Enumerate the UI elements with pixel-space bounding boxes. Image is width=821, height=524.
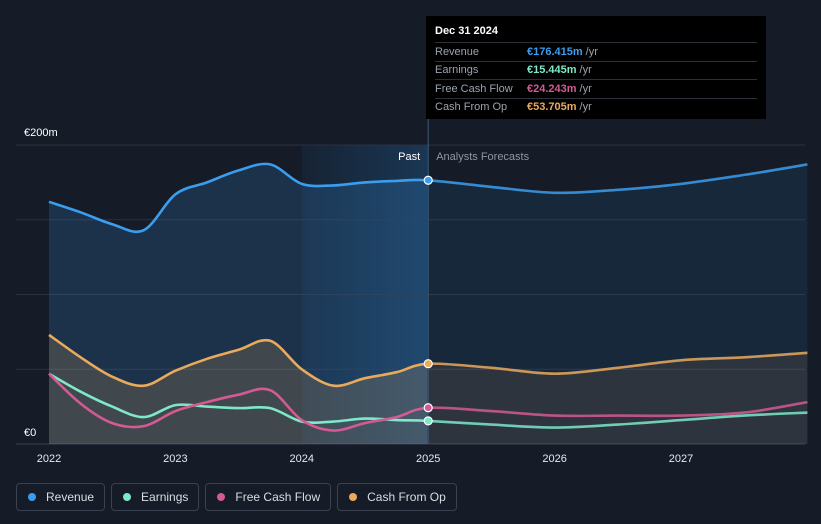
revenue-area-past [49,163,427,444]
x-tick-label: 2022 [37,453,61,465]
tooltip-unit: /yr [579,64,592,77]
tooltip-value: €15.445m [527,64,577,77]
legend-dot-icon [349,493,358,501]
legend-dot-icon [28,493,36,501]
free-cash-flow-line-forecast [427,400,808,418]
x-tick-label: 2023 [163,453,187,465]
free-cash-flow-marker[interactable] [423,403,433,413]
tooltip-unit: /yr [579,101,592,114]
legend-item-free-cash-flow[interactable]: Free Cash Flow [205,483,332,511]
legend-item-revenue[interactable]: Revenue [16,483,106,511]
series-fills [49,163,808,444]
grid-lines [16,144,805,445]
legend-label: Earnings [141,490,189,504]
legend-label: Cash From Op [367,490,446,504]
series-lines [48,162,808,432]
cash-from-op-line-forecast [427,351,808,376]
cash-from-op-line-past [48,333,427,388]
x-tick-label: 2026 [542,453,566,465]
x-axis-ticks: 2022 2023 2024 2025 2026 2027 [37,453,693,465]
tooltip-date: Dec 31 2024 [435,25,498,37]
tooltip-row-cash-from-op: Cash From Op €53.705m /yr [435,97,757,117]
x-tick-label: 2025 [416,453,440,465]
x-tick-label: 2024 [290,453,314,465]
x-tick-label: 2027 [669,453,693,465]
tooltip-unit: /yr [579,82,592,95]
tooltip-row-earnings: Earnings €15.445m /yr [435,60,757,80]
revenue-line-forecast [427,163,808,195]
tooltip-value: €176.415m [527,45,583,58]
tooltip-unit: /yr [585,45,598,58]
y-axis-top-label: €200m [24,127,58,139]
legend-dot-icon [123,493,132,501]
revenue-area-forecast [427,164,808,444]
cash-from-op-area-forecast [427,352,808,444]
tooltip-label: Cash From Op [435,101,508,114]
legend-item-cash-from-op[interactable]: Cash From Op [337,483,457,511]
tooltip-label: Revenue [435,45,480,58]
series-markers [423,175,433,426]
earnings-marker[interactable] [423,416,433,426]
tooltip: Dec 31 2024 Revenue €176.415m /yr Earnin… [426,16,766,119]
forecast-label: Analysts Forecasts [436,151,529,163]
tooltip-row-revenue: Revenue €176.415m /yr [435,42,757,61]
tooltip-value: €24.243m [527,82,577,95]
free-cash-flow-line-past [48,372,427,432]
cash-from-op-marker[interactable] [423,359,433,369]
past-label: Past [398,151,420,163]
revenue-marker[interactable] [423,175,433,185]
y-axis-bottom-label: €0 [24,427,36,439]
revenue-line-past [48,162,427,234]
tooltip-row-free-cash-flow: Free Cash Flow €24.243m /yr [435,79,757,98]
legend: Revenue Earnings Free Cash Flow Cash Fro… [16,483,457,511]
earnings-line-past [48,372,427,424]
legend-label: Revenue [46,490,95,504]
legend-dot-icon [217,493,226,501]
tooltip-label: Earnings [435,64,479,77]
legend-item-earnings[interactable]: Earnings [111,483,200,511]
tooltip-label: Free Cash Flow [435,82,513,95]
legend-label: Free Cash Flow [235,490,321,504]
tooltip-value: €53.705m [527,101,577,114]
earnings-line-forecast [427,411,808,429]
